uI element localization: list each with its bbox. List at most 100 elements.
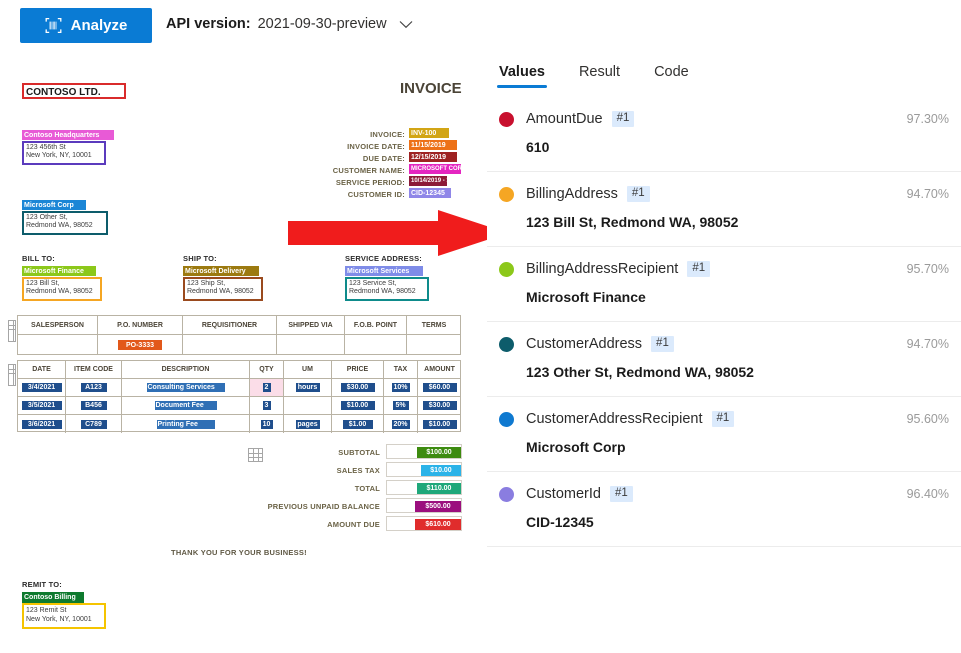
bill-to-recipient-field[interactable]: Microsoft Finance — [22, 266, 96, 276]
document-preview-pane[interactable]: CONTOSO LTD. INVOICE Contoso Headquarter… — [0, 52, 480, 653]
service-recipient-field[interactable]: Microsoft Services — [345, 266, 423, 276]
item-qty-field[interactable]: 2 — [262, 383, 271, 392]
item-tax-field[interactable]: 10% — [391, 383, 410, 392]
customer-address-field[interactable]: 123 Other St, Redmond WA, 98052 — [22, 211, 108, 235]
totals-box-subtotal[interactable]: $100.00 — [386, 444, 462, 459]
item-amount-field[interactable]: $30.00 — [422, 401, 457, 410]
items-row-cell: 2 — [250, 379, 284, 397]
tab-code[interactable]: Code — [654, 64, 689, 80]
field-key: CustomerAddress — [526, 336, 643, 352]
items-table[interactable]: DATE ITEM CODE DESCRIPTION QTY UM PRICE … — [17, 360, 461, 433]
thank-you-text: THANK YOU FOR YOUR BUSINESS! — [171, 548, 307, 557]
subtotal-field[interactable]: $100.00 — [417, 447, 461, 458]
ship-to-recipient-field[interactable]: Microsoft Delivery — [183, 266, 259, 276]
meta-value-invoice-date[interactable]: 11/15/2019 — [409, 140, 457, 150]
field-color-dot — [499, 111, 514, 127]
totals-box-previous-unpaid[interactable]: $500.00 — [386, 498, 462, 513]
item-code-field[interactable]: A123 — [80, 383, 107, 392]
analyze-button-label: Analyze — [70, 17, 128, 34]
item-tax-field[interactable]: 20% — [391, 419, 410, 429]
item-qty-field[interactable]: 3 — [262, 401, 271, 410]
meta-value-service-period-start[interactable]: 10/14/2019 - 11/14/2019 — [409, 176, 447, 186]
list-item[interactable]: BillingAddress #1 94.70% 123 Bill St, Re… — [487, 172, 961, 247]
items-row-cell: pages — [284, 415, 332, 433]
ship-to-line2: Redmond WA, 98052 — [187, 288, 254, 296]
ship-to-address-field[interactable]: 123 Ship St, Redmond WA, 98052 — [183, 277, 263, 301]
item-price-field[interactable]: $1.00 — [342, 419, 373, 429]
bill-to-address-field[interactable]: 123 Bill St, Redmond WA, 98052 — [22, 277, 102, 301]
tab-result[interactable]: Result — [578, 64, 621, 80]
list-item[interactable]: CustomerAddress #1 94.70% 123 Other St, … — [487, 322, 961, 397]
api-version-label: API version: — [166, 16, 251, 32]
field-key: CustomerId — [526, 486, 601, 502]
item-code-field[interactable]: C789 — [80, 419, 107, 429]
field-value: CID-12345 — [526, 514, 594, 530]
meta-value-due-date[interactable]: 12/15/2019 — [409, 152, 457, 162]
item-date-field[interactable]: 3/5/2021 — [21, 401, 62, 410]
api-version-control: API version: 2021-09-30-preview — [166, 16, 413, 32]
items-row-cell: C789 — [66, 415, 122, 433]
item-qty-field[interactable]: 10 — [260, 419, 273, 429]
items-header-cell: ITEM CODE — [66, 361, 122, 379]
totals-box-total[interactable]: $110.00 — [386, 480, 462, 495]
item-price-field[interactable]: $10.00 — [340, 401, 375, 410]
item-um-field[interactable]: hours — [295, 383, 320, 392]
vendor-address-line2: New York, NY, 10001 — [26, 152, 92, 160]
ship-to-line1: 123 Ship St, — [187, 280, 226, 287]
remit-recipient-field[interactable]: Contoso Billing — [22, 592, 84, 603]
amount-due-field[interactable]: $610.00 — [415, 519, 461, 530]
item-description-field[interactable]: Document Fee — [154, 401, 217, 410]
list-item[interactable]: CustomerId #1 96.40% CID-12345 — [487, 472, 961, 547]
customer-recipient-field[interactable]: Microsoft Corp — [22, 200, 86, 210]
info-row-cell-po: PO-3333 — [98, 335, 183, 355]
ship-to-recipient-text: Microsoft Delivery — [185, 267, 246, 275]
item-amount-field[interactable]: $10.00 — [422, 419, 457, 429]
analyze-button[interactable]: Analyze — [20, 8, 152, 43]
list-item[interactable]: BillingAddressRecipient #1 95.70% Micros… — [487, 247, 961, 322]
meta-value-invoice[interactable]: INV-100 — [409, 128, 449, 138]
sales-tax-field[interactable]: $10.00 — [421, 465, 461, 476]
vendor-address-field[interactable]: 123 456th St New York, NY, 10001 — [22, 141, 106, 165]
info-row-cell — [183, 335, 277, 355]
item-date-field[interactable]: 3/4/2021 — [21, 383, 62, 392]
total-field[interactable]: $110.00 — [417, 483, 461, 494]
vendor-recipient-field[interactable]: Contoso Headquarters — [22, 130, 114, 140]
item-code-field[interactable]: B456 — [80, 401, 107, 410]
info-row-cell — [345, 335, 407, 355]
field-color-dot — [499, 336, 514, 352]
item-description-field[interactable]: Consulting Services — [146, 383, 225, 392]
values-panel: Values Result Code AmountDue #1 97.30% 6… — [487, 52, 961, 653]
info-header-cell: P.O. NUMBER — [98, 316, 183, 335]
tab-values[interactable]: Values — [497, 58, 547, 90]
customer-recipient-text: Microsoft Corp — [24, 201, 74, 209]
list-item[interactable]: AmountDue #1 97.30% 610 — [487, 97, 961, 172]
item-price-field[interactable]: $30.00 — [340, 383, 375, 392]
company-name-field[interactable]: CONTOSO LTD. — [22, 83, 126, 99]
meta-value-customer-id[interactable]: CID-12345 — [409, 188, 451, 198]
barcode-scan-icon — [45, 17, 62, 34]
po-number-field[interactable]: PO-3333 — [118, 340, 162, 350]
meta-label-service-period: SERVICE PERIOD: — [335, 178, 405, 187]
totals-box-amount-due[interactable]: $610.00 — [386, 516, 462, 531]
previous-unpaid-balance-field[interactable]: $500.00 — [415, 501, 461, 512]
item-description-field[interactable]: Printing Fee — [156, 419, 215, 429]
info-header-cell: REQUISITIONER — [183, 316, 277, 335]
field-confidence: 94.70% — [906, 187, 949, 201]
service-address-label: SERVICE ADDRESS: — [345, 254, 422, 263]
chevron-down-icon[interactable] — [399, 17, 413, 33]
field-value: 123 Bill St, Redmond WA, 98052 — [526, 214, 739, 230]
meta-value-customer-name[interactable]: MICROSOFT CORPORATION — [409, 164, 461, 174]
values-list[interactable]: AmountDue #1 97.30% 610 BillingAddress #… — [487, 97, 961, 653]
totals-box-sales-tax[interactable]: $10.00 — [386, 462, 462, 477]
item-date-field[interactable]: 3/6/2021 — [21, 419, 62, 429]
item-um-field[interactable]: pages — [295, 419, 320, 429]
item-amount-field[interactable]: $60.00 — [422, 383, 457, 392]
service-address-field[interactable]: 123 Service St, Redmond WA, 98052 — [345, 277, 429, 301]
api-version-value[interactable]: 2021-09-30-preview — [257, 16, 387, 32]
table-grid-icon-totals — [248, 448, 263, 462]
items-row-cell: $10.00 — [332, 397, 384, 415]
remit-address-field[interactable]: 123 Remit St New York, NY, 10001 — [22, 603, 106, 629]
list-item[interactable]: CustomerAddressRecipient #1 95.60% Micro… — [487, 397, 961, 472]
item-tax-field[interactable]: 5% — [392, 401, 409, 410]
info-table[interactable]: SALESPERSON P.O. NUMBER REQUISITIONER SH… — [17, 315, 461, 355]
